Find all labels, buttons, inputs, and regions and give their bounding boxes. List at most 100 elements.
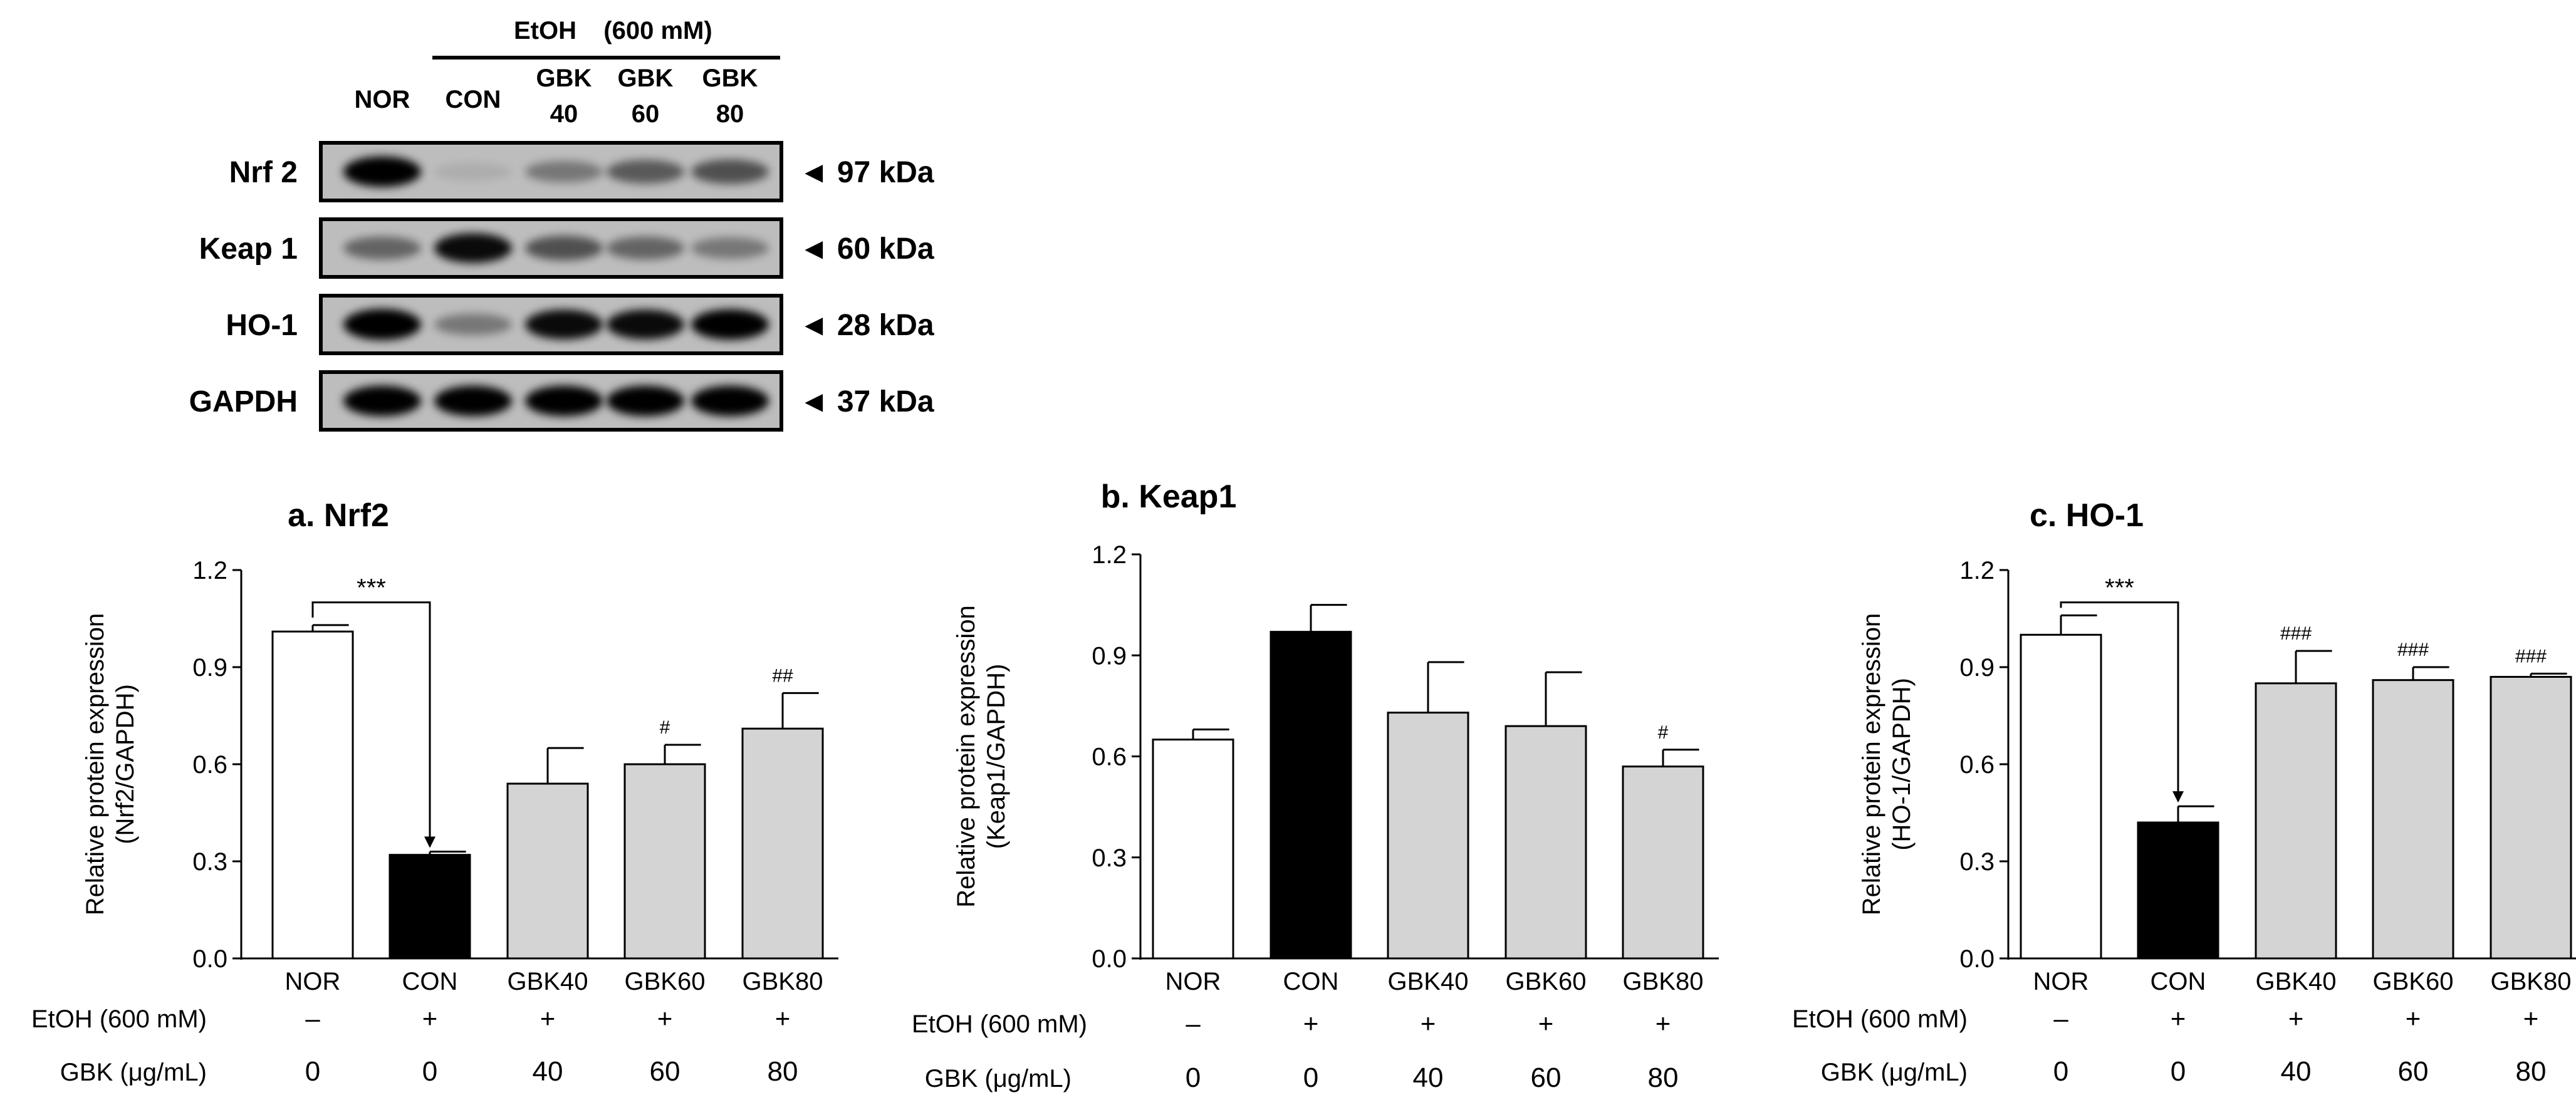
etoh-value: – [1186, 1009, 1201, 1038]
treatment-table: EtOH (600 mM) GBK (μg/mL) – 0 +0 +40 +60 +80 [912, 1009, 1679, 1093]
x-category-label: GBK40 [1388, 968, 1469, 995]
etoh-value: + [2406, 1004, 2421, 1033]
gbk-value: 40 [533, 1056, 563, 1087]
y-tick-label: 0.6 [1959, 751, 1995, 779]
gbk-value: 80 [1648, 1062, 1679, 1093]
blot-lane-number: 40 [550, 100, 578, 128]
blot-band [691, 159, 769, 184]
y-axis-label-line2: (Nrf2/GAPDH) [112, 684, 139, 844]
blot-band [434, 313, 512, 336]
gbk-value: 0 [1303, 1062, 1318, 1093]
gbk-value: 0 [2171, 1056, 2186, 1087]
blot-row: GAPDH ◄ 37 kDa [189, 370, 934, 432]
bar [2137, 821, 2219, 960]
y-tick-label: 0.0 [192, 945, 227, 973]
y-axis-label: Relative protein expression (Nrf2/GAPDH) [81, 613, 139, 915]
blot-frame [319, 217, 783, 279]
blot-lane-number: 80 [716, 100, 744, 128]
bar [741, 727, 824, 960]
blot-band [607, 309, 684, 340]
blot-header-concentration: (600 mM) [603, 17, 712, 44]
gbk-value: 40 [2281, 1056, 2312, 1087]
x-category-label: CON [1283, 968, 1339, 995]
bar [1387, 712, 1469, 960]
blot-band [525, 236, 603, 261]
y-axis-label: Relative protein expression (HO-1/GAPDH) [1858, 613, 1916, 915]
gbk-value: 60 [650, 1056, 681, 1087]
blot-band [343, 309, 421, 340]
chart-title: b. Keap1 [1101, 479, 1237, 515]
y-tick-label: 0.0 [1092, 945, 1127, 973]
blot-row-name: Nrf 2 [229, 156, 298, 189]
x-category-label: NOR [1165, 968, 1221, 995]
etoh-row-label: EtOH (600 mM) [912, 1010, 1087, 1038]
x-category-label: NOR [2033, 968, 2089, 995]
bracket-arrowhead [2172, 791, 2184, 803]
bracket-arrowhead [424, 836, 435, 848]
x-category-label: CON [2151, 968, 2206, 995]
x-category-label: GBK60 [625, 968, 706, 995]
x-category-label: GBK80 [2491, 968, 2572, 995]
blot-band [434, 233, 512, 263]
gbk-value: 0 [2053, 1056, 2068, 1087]
bar [388, 854, 471, 960]
blot-band [343, 236, 421, 260]
y-axis-label: Relative protein expression (Keap1/GAPDH) [952, 605, 1010, 907]
etoh-value: + [422, 1004, 438, 1033]
etoh-value: – [2053, 1004, 2068, 1033]
bar [2372, 679, 2454, 960]
blot-band [525, 309, 603, 340]
blot-band [607, 385, 684, 417]
bar [1622, 765, 1704, 960]
blot-band [525, 385, 603, 417]
gbk-value: 0 [305, 1056, 320, 1087]
blot-lane-label: GBK [618, 65, 674, 92]
blot-band [607, 160, 684, 184]
y-tick-label: 0.9 [1959, 654, 1995, 682]
y-tick-label: 0.9 [1092, 642, 1127, 670]
significance-mark: # [660, 717, 670, 738]
blot-band [691, 237, 769, 259]
blot-band [525, 160, 603, 183]
bracket-label: *** [2105, 574, 2134, 602]
blot-row-size: ◄ 97 kDa [799, 156, 934, 189]
blot-lane-label: GBK [702, 65, 758, 92]
etoh-row-label: EtOH (600 mM) [31, 1005, 207, 1033]
x-category-label: CON [402, 968, 458, 995]
etoh-value: + [2288, 1004, 2304, 1033]
y-tick-label: 0.3 [1092, 844, 1127, 872]
treatment-table: EtOH (600 mM) GBK (μg/mL) – 0 +0 +40 +60 +80 [1792, 1004, 2547, 1087]
etoh-value: + [2171, 1004, 2186, 1033]
significance-mark: ### [2515, 646, 2547, 667]
blot-lane-label: CON [446, 86, 501, 113]
y-tick-label: 1.2 [192, 557, 227, 584]
bar-chart-nrf2: a. Nrf2 Relative protein expression (Nrf2/… [81, 497, 838, 995]
bar [2255, 682, 2337, 960]
bar [623, 763, 706, 960]
y-tick-label: 0.6 [1092, 744, 1127, 771]
y-tick-label: 0.0 [1959, 945, 1995, 973]
blot-lane-label: NOR [355, 86, 410, 113]
etoh-value: – [305, 1004, 320, 1033]
treatment-table: EtOH (600 mM) GBK (μg/mL) – 0 +0 +40 +60 +80 [31, 1004, 798, 1087]
western-blot: EtOH (600 mM) NOR CON GBK 40 GBK 60 GBK 80 Nrf … [189, 17, 934, 432]
gbk-value: 40 [1413, 1062, 1444, 1093]
y-tick-label: 0.6 [192, 751, 227, 779]
blot-row-name: HO-1 [226, 309, 298, 342]
y-axis-label-line1: Relative protein expression [952, 605, 980, 907]
y-tick-label: 1.2 [1092, 541, 1127, 569]
y-tick-label: 1.2 [1959, 557, 1995, 584]
blot-frame [319, 141, 783, 202]
etoh-value: + [1303, 1009, 1319, 1038]
significance-mark: # [1658, 722, 1669, 743]
blot-band [607, 236, 684, 260]
etoh-value: + [1538, 1009, 1554, 1038]
bar [2490, 676, 2572, 960]
blot-frame [319, 370, 783, 432]
bracket-label: *** [357, 574, 386, 602]
chart-title: c. HO-1 [2030, 497, 2144, 534]
x-category-label: GBK60 [1506, 968, 1587, 995]
significance-bracket [311, 601, 431, 847]
blot-row-size: ◄ 37 kDa [799, 385, 934, 418]
blot-band [343, 385, 421, 417]
